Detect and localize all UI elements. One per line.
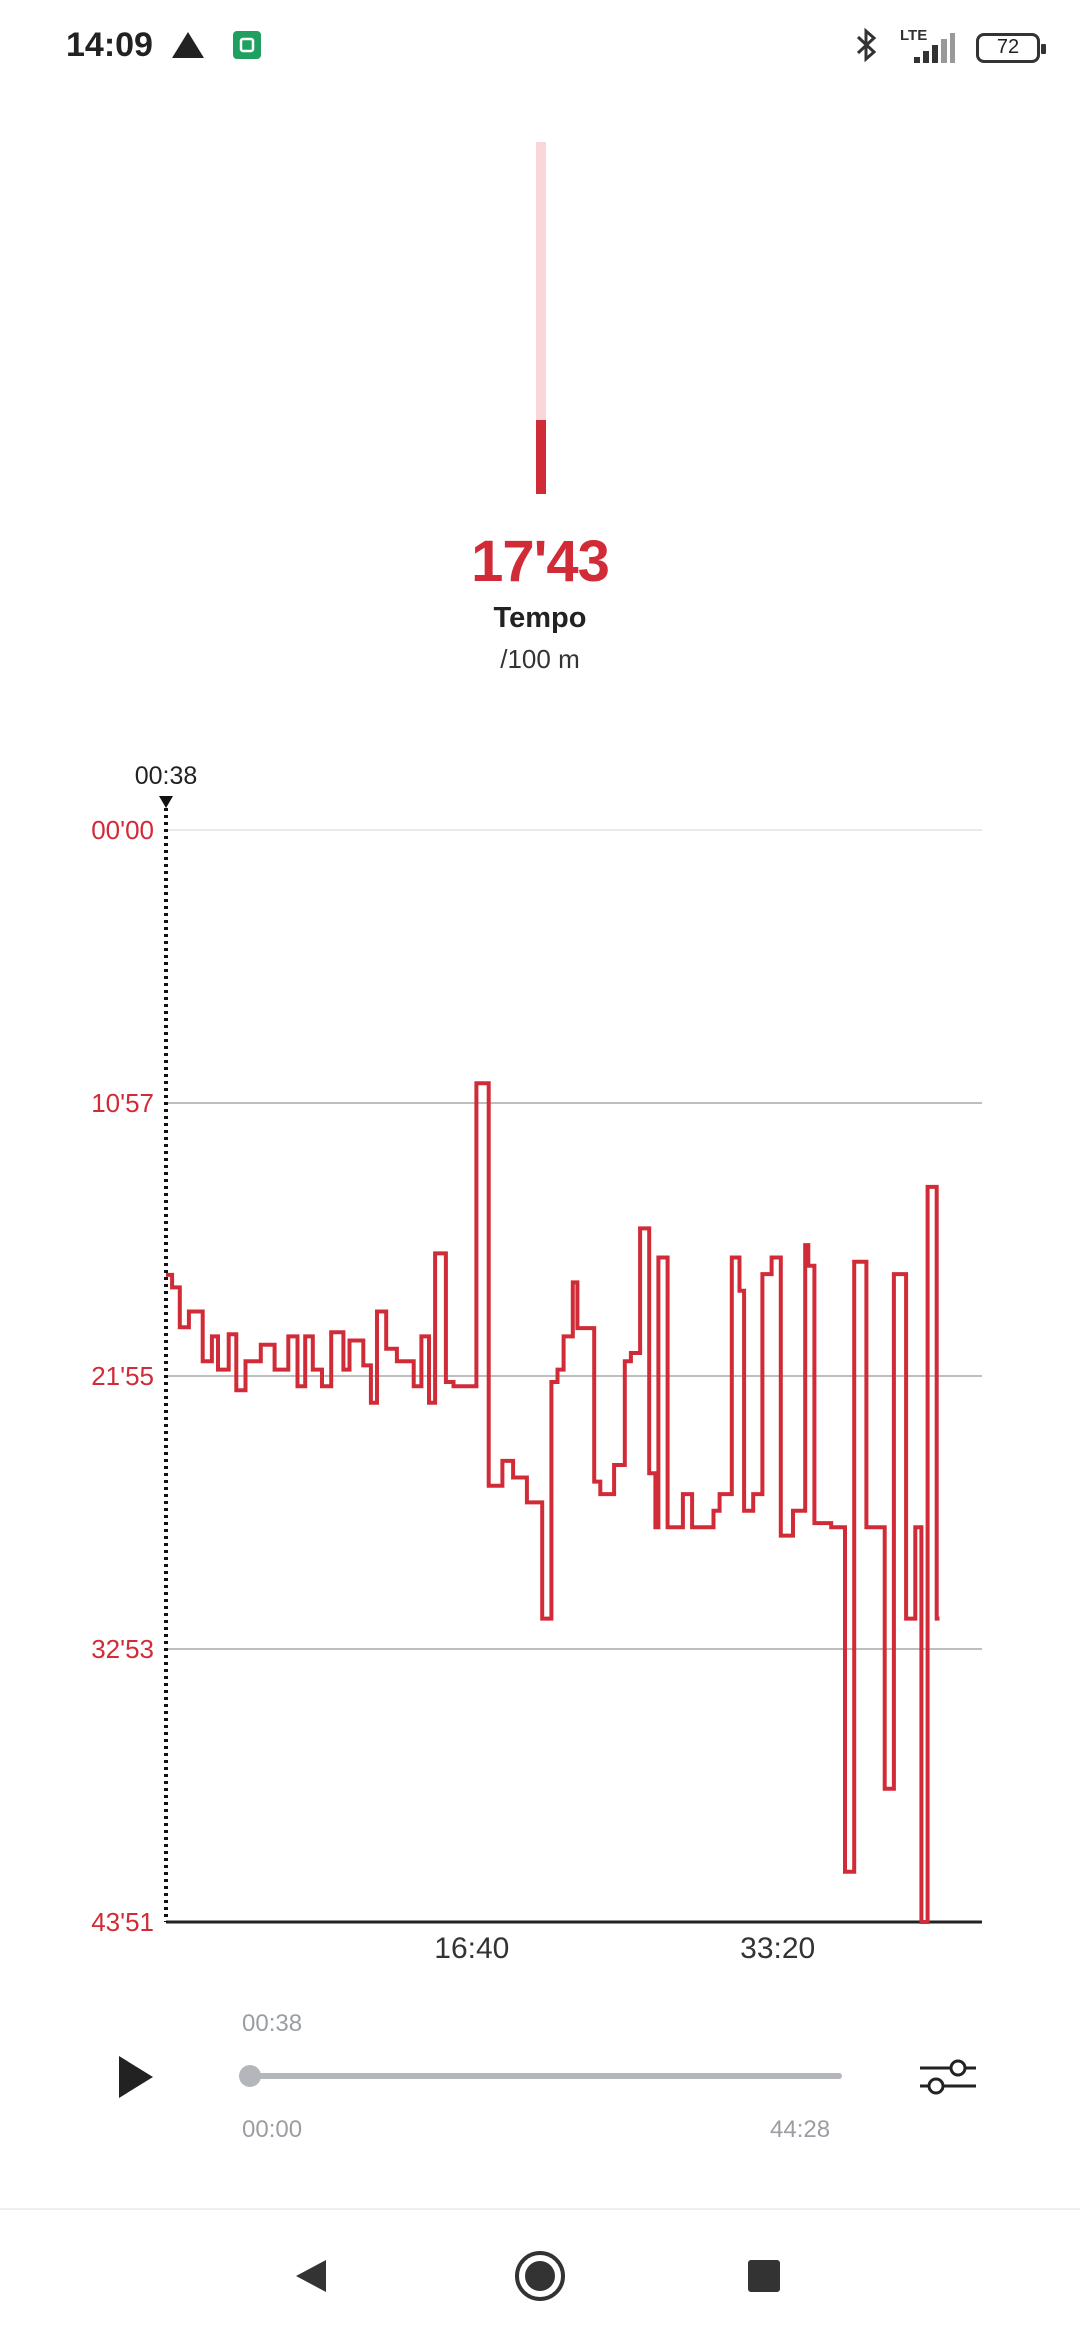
pace-level-fill xyxy=(536,420,546,494)
start-time-label: 00:00 xyxy=(242,2116,303,2143)
y-tick-label: 32'53 xyxy=(91,1634,154,1664)
pace-series-line xyxy=(166,1081,940,1924)
current-pace-value: 17'43 xyxy=(471,529,610,594)
y-tick-label: 43'51 xyxy=(91,1907,154,1937)
warning-triangle-icon xyxy=(170,30,206,65)
chart-settings-button[interactable] xyxy=(918,2054,978,2100)
time-cursor-label: 00:38 xyxy=(135,762,198,790)
play-icon xyxy=(119,2056,153,2098)
y-tick-label: 00'00 xyxy=(91,815,154,845)
recents-icon xyxy=(748,2260,780,2292)
back-button[interactable] xyxy=(282,2246,342,2306)
x-tick-label: 33:20 xyxy=(740,1932,815,1960)
network-type-label: LTE xyxy=(900,26,928,44)
y-tick-label: 10'57 xyxy=(91,1088,154,1118)
status-time: 14:09 xyxy=(66,26,153,64)
home-button[interactable] xyxy=(510,2246,570,2306)
playback-slider[interactable] xyxy=(239,2065,842,2087)
recents-button[interactable] xyxy=(734,2246,794,2306)
home-icon xyxy=(515,2251,565,2301)
x-tick-label: 16:40 xyxy=(434,1932,509,1960)
battery-icon: 72 xyxy=(976,32,1046,63)
mi-app-icon xyxy=(232,30,262,65)
playback-slider-thumb[interactable] xyxy=(239,2065,261,2087)
pace-level-gauge xyxy=(536,142,546,494)
back-icon xyxy=(296,2260,326,2292)
metric-unit: /100 m xyxy=(500,644,580,674)
signal-icon: LTE xyxy=(900,27,956,65)
end-time-label: 44:28 xyxy=(770,2116,831,2143)
bluetooth-icon xyxy=(854,27,880,67)
play-button[interactable] xyxy=(110,2052,160,2102)
status-bar: 14:09 LTE 72 xyxy=(0,0,1080,96)
sliders-icon xyxy=(920,2059,976,2095)
current-time-label: 00:38 xyxy=(242,2010,303,2037)
pace-chart[interactable]: 00'00 10'57 21'55 32'53 43'51 16:40 33:20 00:38 xyxy=(0,720,1080,1960)
y-tick-label: 21'55 xyxy=(91,1361,154,1391)
metric-label: Tempo xyxy=(493,602,587,634)
system-nav-bar xyxy=(0,2208,1080,2340)
time-cursor-marker-icon xyxy=(159,796,173,808)
